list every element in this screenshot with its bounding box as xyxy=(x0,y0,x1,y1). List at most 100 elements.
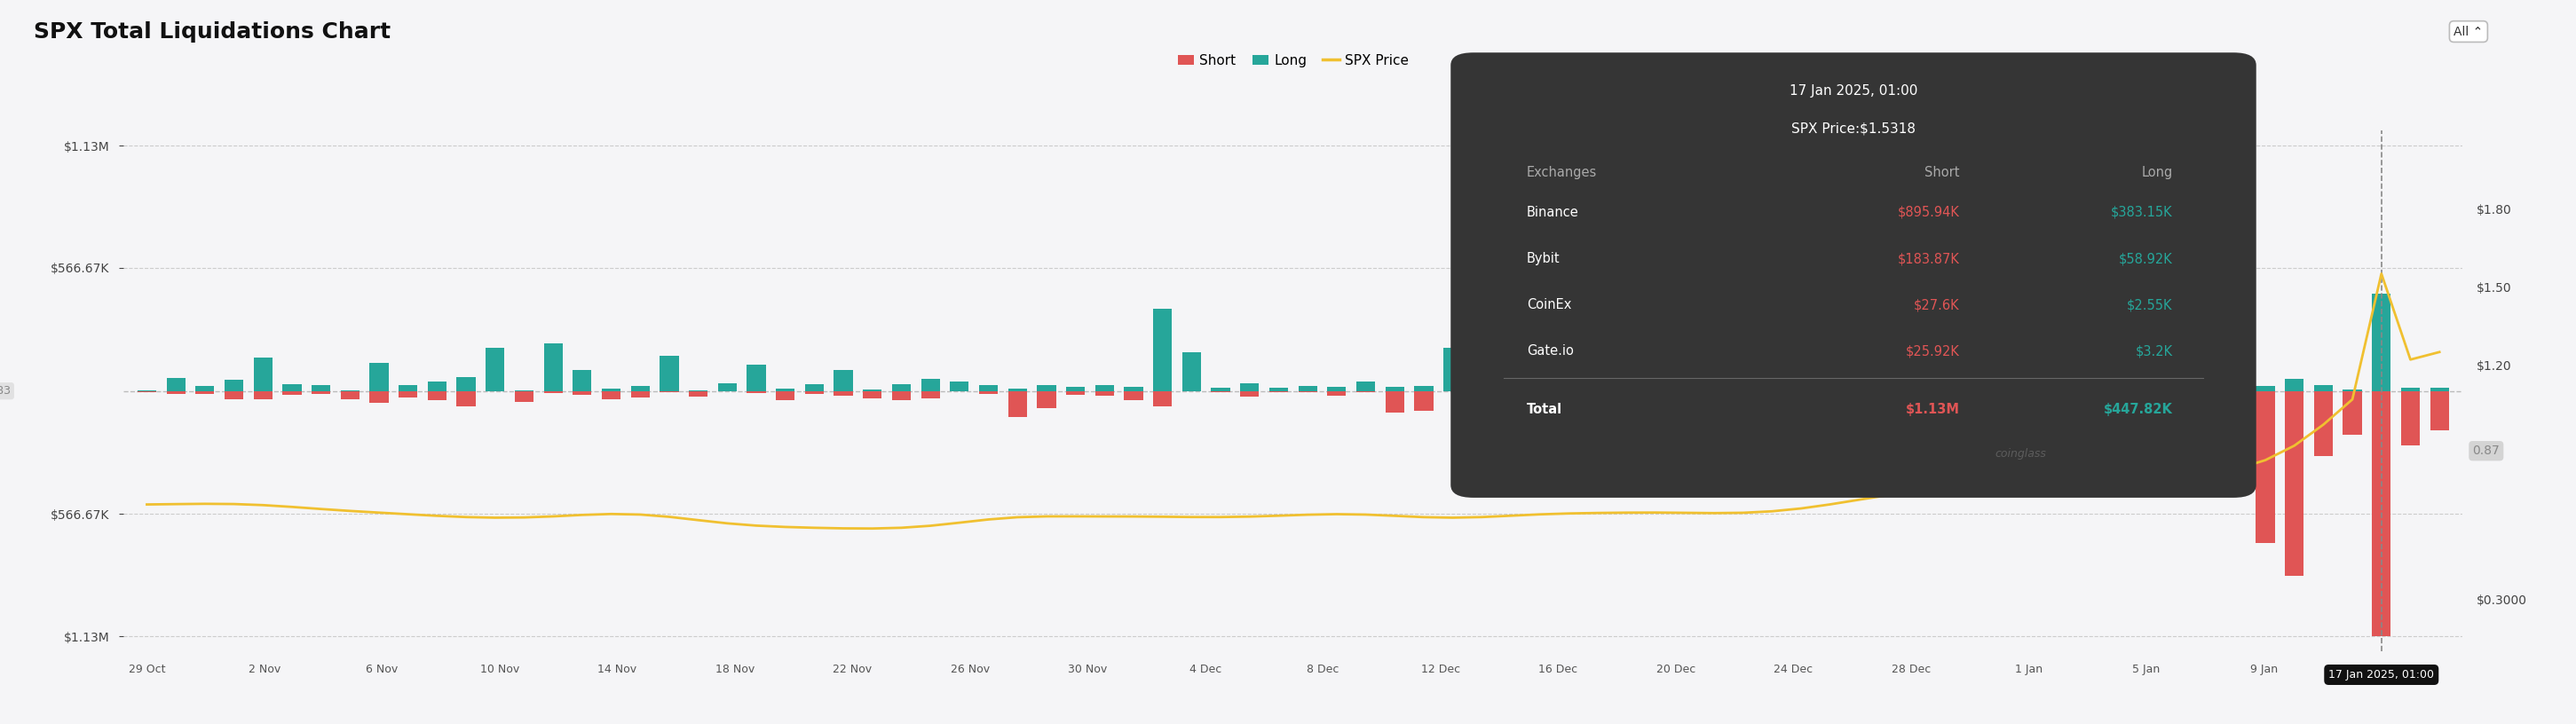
Bar xyxy=(428,391,446,400)
Bar xyxy=(2372,391,2391,636)
Bar xyxy=(340,391,361,399)
Bar xyxy=(775,389,796,391)
Bar xyxy=(2401,391,2419,445)
Bar xyxy=(1589,352,1607,391)
Bar xyxy=(631,391,649,397)
Text: Gate.io: Gate.io xyxy=(1528,345,1574,358)
Bar xyxy=(1762,365,1783,391)
Bar xyxy=(1762,391,1783,401)
Bar xyxy=(487,348,505,391)
Bar xyxy=(1154,391,1172,406)
Legend: Short, Long, SPX Price: Short, Long, SPX Price xyxy=(1172,49,1414,72)
Text: Bybit: Bybit xyxy=(1528,252,1561,265)
Bar xyxy=(1530,371,1548,391)
Bar xyxy=(804,384,824,391)
Bar xyxy=(1790,391,1811,392)
Bar xyxy=(312,385,330,391)
Text: SPX Total Liquidations Chart: SPX Total Liquidations Chart xyxy=(33,22,392,43)
Text: $383.15K: $383.15K xyxy=(2110,206,2172,219)
Bar xyxy=(1734,369,1752,391)
Bar xyxy=(2344,390,2362,391)
Bar xyxy=(719,383,737,391)
Bar xyxy=(659,391,677,392)
Bar xyxy=(1674,384,1695,391)
Bar xyxy=(2141,385,2159,391)
Bar xyxy=(1909,381,1927,391)
Bar xyxy=(2081,337,2099,391)
Bar xyxy=(1414,391,1432,411)
Bar xyxy=(1530,391,1548,411)
Bar xyxy=(979,385,997,391)
Bar xyxy=(252,358,273,391)
Text: Total: Total xyxy=(1528,403,1561,416)
Text: $25.92K: $25.92K xyxy=(1906,345,1960,358)
Bar xyxy=(167,378,185,391)
Bar xyxy=(1705,391,1723,394)
Bar xyxy=(1646,391,1664,404)
Bar xyxy=(1878,391,1899,408)
Text: $1.13M: $1.13M xyxy=(1906,403,1960,416)
Bar xyxy=(2025,389,2043,391)
Bar xyxy=(1558,379,1579,391)
Text: All ⌃: All ⌃ xyxy=(2455,25,2483,38)
Bar xyxy=(2226,391,2246,397)
Bar xyxy=(1066,391,1084,395)
Text: Short: Short xyxy=(1924,166,1960,180)
Bar xyxy=(1473,356,1492,391)
Bar xyxy=(1502,391,1520,400)
Bar xyxy=(2169,375,2187,391)
Bar xyxy=(2081,391,2099,393)
Bar xyxy=(196,386,214,391)
Bar xyxy=(252,391,273,400)
Bar xyxy=(1007,391,1028,417)
Bar xyxy=(1095,391,1113,396)
Bar xyxy=(804,391,824,394)
Bar xyxy=(1386,387,1404,391)
Bar xyxy=(196,391,214,394)
Bar xyxy=(1674,391,1695,392)
Text: 17 Jan 2025, 01:00: 17 Jan 2025, 01:00 xyxy=(1790,84,1917,97)
Bar xyxy=(1358,391,1376,392)
Bar xyxy=(747,365,765,391)
Bar xyxy=(891,384,912,391)
Text: $2.55K: $2.55K xyxy=(2128,298,2172,311)
Bar xyxy=(1154,308,1172,391)
Bar xyxy=(1007,389,1028,391)
Bar xyxy=(1038,385,1056,391)
Bar xyxy=(399,391,417,397)
Bar xyxy=(1123,387,1144,391)
Bar xyxy=(2110,348,2130,391)
Bar xyxy=(1937,363,1955,391)
Bar xyxy=(2313,385,2334,391)
Bar xyxy=(835,391,853,396)
Bar xyxy=(2401,387,2419,391)
Bar xyxy=(922,379,940,391)
Bar xyxy=(2372,294,2391,391)
Bar xyxy=(951,382,969,391)
Bar xyxy=(1994,391,2014,400)
Bar xyxy=(1270,391,1288,392)
Bar xyxy=(2141,391,2159,392)
Bar xyxy=(1705,387,1723,391)
Bar xyxy=(515,391,533,403)
Bar xyxy=(1358,382,1376,391)
Text: SPX Price:$1.5318: SPX Price:$1.5318 xyxy=(1790,122,1917,135)
Bar xyxy=(1298,391,1316,392)
Text: $3.2K: $3.2K xyxy=(2136,345,2172,358)
Bar xyxy=(1038,391,1056,408)
Text: 0.87: 0.87 xyxy=(2473,445,2499,457)
Bar xyxy=(688,391,708,397)
Bar xyxy=(603,391,621,400)
Bar xyxy=(1502,365,1520,391)
Bar xyxy=(1386,391,1404,413)
Bar xyxy=(2313,391,2334,456)
Bar xyxy=(1182,352,1200,391)
FancyBboxPatch shape xyxy=(1450,53,2257,497)
Bar xyxy=(456,391,477,406)
Bar xyxy=(1618,363,1636,391)
Bar xyxy=(1821,369,1839,391)
Text: $27.6K: $27.6K xyxy=(1914,298,1960,311)
Bar xyxy=(1095,385,1113,391)
Text: coinglass: coinglass xyxy=(1994,448,2045,460)
Bar xyxy=(747,391,765,393)
